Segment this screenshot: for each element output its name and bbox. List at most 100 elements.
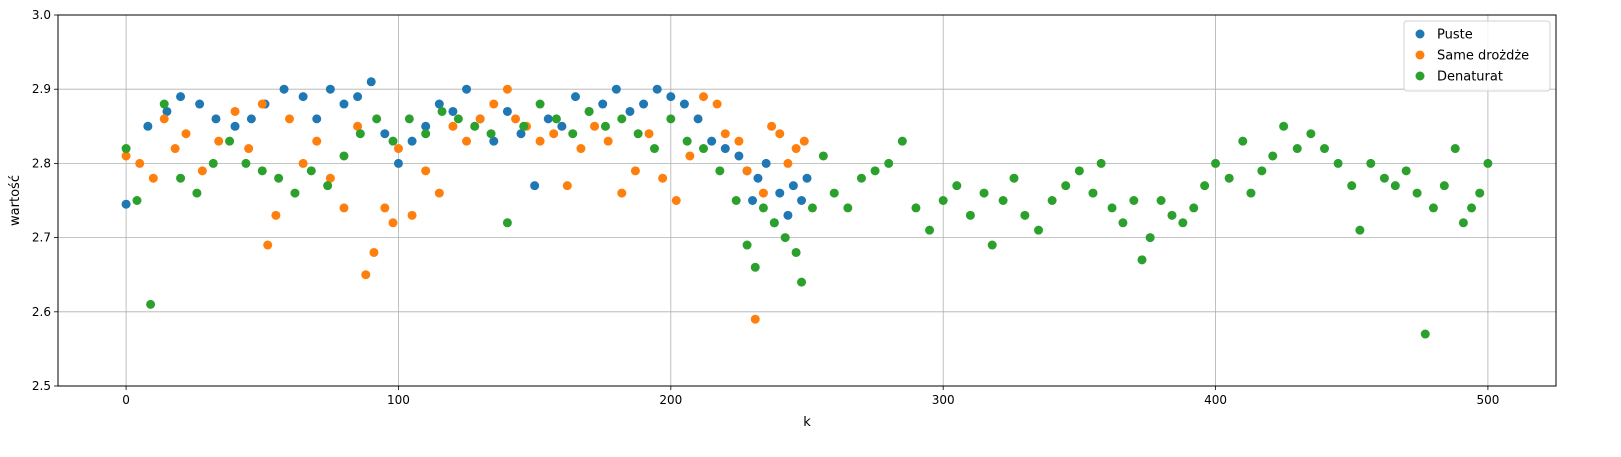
data-point (1333, 158, 1343, 168)
data-point (1074, 166, 1084, 176)
data-point (285, 114, 295, 124)
data-point (884, 158, 894, 168)
data-point (290, 188, 300, 198)
data-point (279, 84, 289, 94)
data-point (1088, 188, 1098, 198)
data-point (625, 106, 635, 116)
data-point (911, 203, 921, 213)
data-point (372, 114, 382, 124)
data-point (502, 218, 512, 228)
data-point (987, 240, 997, 250)
data-point (404, 114, 414, 124)
data-point (230, 121, 240, 131)
data-point (159, 114, 169, 124)
data-point (388, 136, 398, 146)
data-point (393, 144, 403, 154)
grid (58, 14, 1556, 387)
data-point (388, 218, 398, 228)
data-point (1107, 203, 1117, 213)
data-point (355, 129, 365, 139)
series-2 (121, 99, 1493, 339)
data-point (679, 99, 689, 109)
data-point (1200, 181, 1210, 191)
data-point (769, 218, 779, 228)
data-point (731, 196, 741, 205)
data-point (369, 247, 379, 257)
x-tick-label: 100 (387, 393, 410, 407)
data-point (1238, 136, 1248, 146)
data-point (797, 277, 807, 287)
data-point (1483, 158, 1493, 168)
x-tick-label: 200 (659, 393, 682, 407)
data-point (734, 136, 744, 146)
data-point (148, 173, 158, 183)
data-point (549, 129, 559, 139)
data-point (530, 181, 540, 191)
data-point (195, 99, 205, 109)
data-point (712, 99, 722, 109)
data-point (758, 188, 768, 198)
data-point (225, 136, 235, 146)
data-point (775, 188, 785, 198)
data-point (649, 144, 659, 154)
data-point (1401, 166, 1411, 176)
data-point (1167, 210, 1177, 220)
data-point (462, 136, 472, 146)
data-point (162, 106, 172, 116)
data-point (780, 233, 790, 243)
data-point (1020, 210, 1030, 220)
data-point (979, 188, 989, 198)
data-point (146, 299, 156, 309)
data-point (535, 99, 545, 109)
data-point (1450, 144, 1460, 154)
data-point (535, 136, 545, 146)
data-point (159, 99, 169, 109)
data-point (666, 92, 676, 102)
data-point (1034, 225, 1044, 235)
data-point (353, 92, 363, 102)
data-point (1096, 158, 1106, 168)
data-point (241, 158, 251, 168)
data-point (1257, 166, 1267, 176)
y-tick-label: 2.6 (32, 305, 51, 319)
data-point (176, 173, 186, 183)
data-point (1428, 203, 1438, 213)
series-0 (121, 77, 812, 228)
data-point (617, 114, 627, 124)
data-point (325, 84, 335, 94)
data-point (767, 121, 777, 131)
data-point (1279, 121, 1289, 131)
data-point (339, 99, 349, 109)
legend-label: Denaturat (1437, 70, 1503, 85)
data-point (393, 158, 403, 168)
data-point (1129, 196, 1139, 205)
data-point (135, 158, 145, 168)
data-point (489, 99, 499, 109)
data-point (462, 84, 472, 94)
data-point (797, 196, 807, 205)
legend-marker (1415, 29, 1425, 39)
data-point (475, 114, 485, 124)
data-point (707, 136, 717, 146)
data-point (271, 210, 281, 220)
data-point (1145, 233, 1155, 243)
data-point (761, 158, 771, 168)
data-point (829, 188, 839, 198)
data-point (1319, 144, 1329, 154)
data-point (671, 196, 681, 205)
data-point (617, 188, 627, 198)
data-point (783, 158, 793, 168)
data-point (652, 84, 662, 94)
data-point (775, 129, 785, 139)
data-point (211, 114, 221, 124)
data-point (170, 144, 180, 154)
data-point (720, 144, 730, 154)
data-point (489, 136, 499, 146)
data-point (720, 129, 730, 139)
data-point (1246, 188, 1256, 198)
data-point (132, 196, 142, 205)
data-point (600, 121, 610, 131)
data-point (325, 173, 335, 183)
data-point (181, 129, 191, 139)
data-point (421, 129, 431, 139)
